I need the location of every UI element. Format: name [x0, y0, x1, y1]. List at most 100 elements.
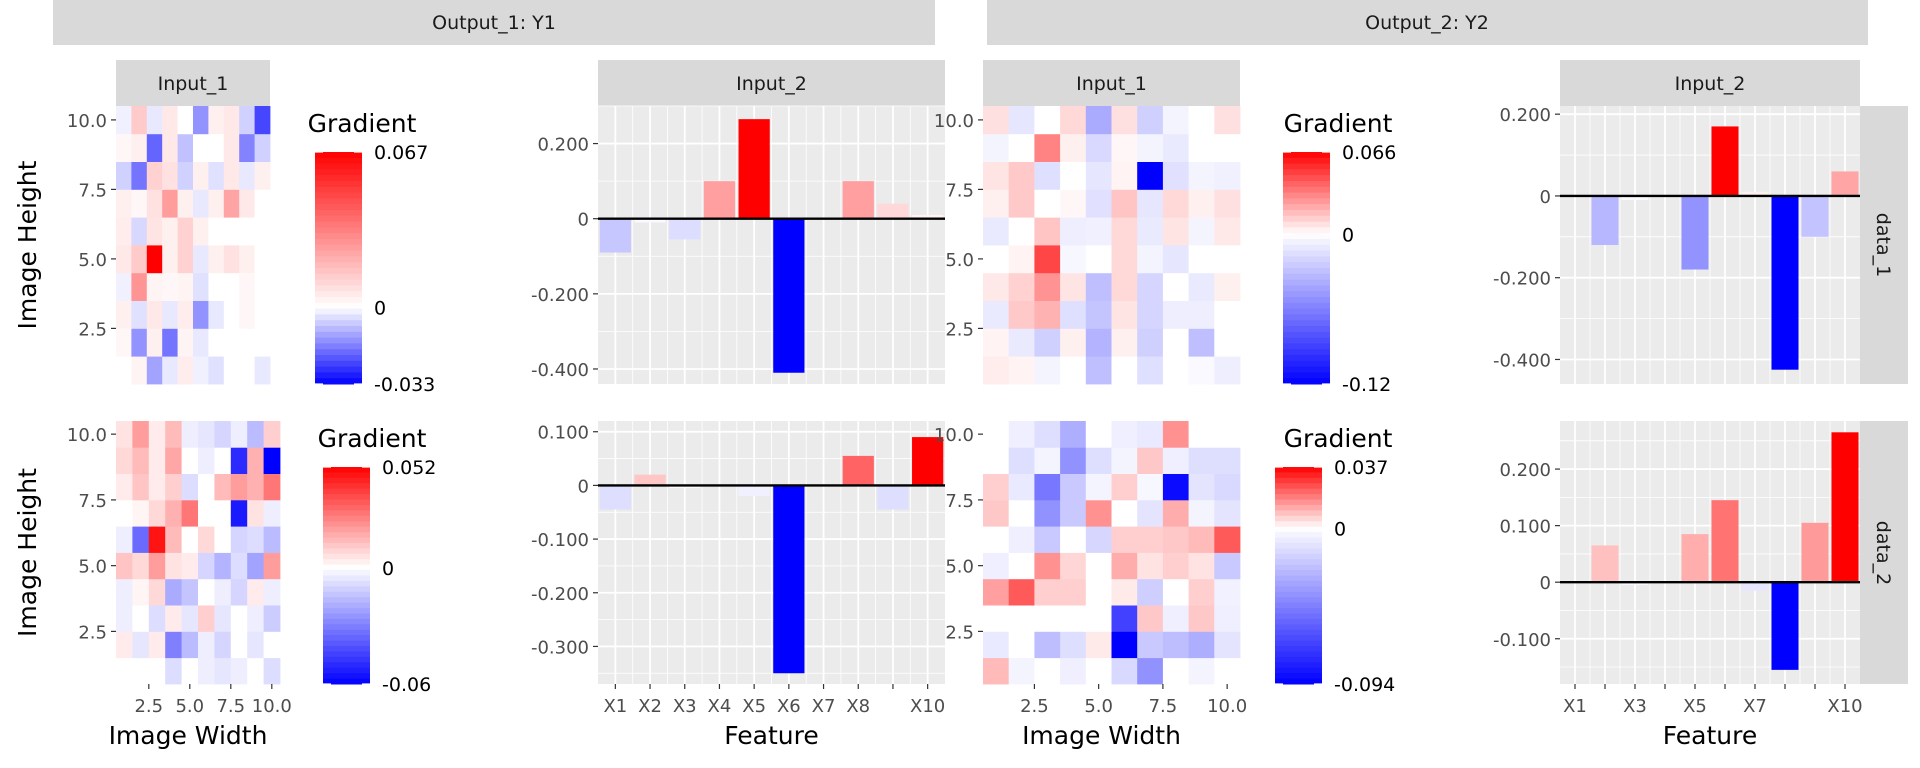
heatmap-cell — [223, 300, 240, 329]
heatmap-cell — [148, 499, 166, 527]
heatmap-cell — [239, 245, 255, 274]
heatmap-cell — [223, 217, 240, 246]
y-tick-label: -0.100 — [531, 530, 589, 551]
heatmap-cell — [1162, 328, 1189, 357]
heatmap-cell — [230, 473, 248, 501]
legend-colorbar-step — [1283, 169, 1330, 176]
heatmap-cell — [177, 245, 194, 274]
legend-colorbar-step — [323, 510, 370, 517]
legend-mid-label: 0 — [1334, 518, 1346, 540]
heatmap-cell — [165, 657, 182, 685]
legend-colorbar-step — [315, 244, 362, 252]
legend-colorbar-step — [1275, 526, 1322, 533]
heatmap-cell — [1034, 473, 1061, 501]
legend-colorbar-step — [1275, 602, 1322, 609]
heatmap-cell — [1188, 526, 1215, 553]
bar-x10 — [912, 214, 944, 219]
heatmap-cell — [1188, 356, 1215, 385]
heatmap-cell — [198, 631, 215, 659]
legend-colorbar-step — [315, 262, 362, 269]
heatmap-cell — [1137, 356, 1164, 385]
heatmap-cell — [1008, 161, 1035, 190]
heatmap-cell — [247, 526, 264, 553]
legend-colorbar-step — [315, 250, 362, 257]
legend-colorbar-step — [1275, 499, 1322, 506]
heatmap-cell — [1214, 106, 1241, 135]
heatmap-cell — [214, 552, 232, 580]
y-tick-label: 0.100 — [537, 423, 589, 444]
y-tick-label: -0.300 — [531, 637, 589, 658]
heatmap-cell — [181, 421, 199, 448]
heatmap-cell — [1034, 300, 1061, 329]
heatmap-cell — [116, 189, 132, 218]
legend-colorbar-step — [323, 553, 370, 560]
heatmap-cell — [177, 300, 194, 329]
bar-x6 — [1711, 126, 1739, 196]
legend-colorbar-step — [1275, 635, 1322, 642]
legend-colorbar-step — [323, 559, 370, 566]
legend-colorbar-step — [323, 635, 370, 642]
legend-colorbar-step — [1283, 215, 1330, 223]
bar-panel-1: Input_2 0.200 0 -0.200 -0.400 — [531, 60, 945, 384]
heatmap-cell — [1162, 245, 1189, 274]
heatmap-cell — [208, 133, 225, 162]
legend-colorbar-step — [315, 233, 362, 240]
legend-colorbar-step — [323, 678, 370, 685]
heatmap-cell — [1085, 473, 1112, 501]
y-tick-label: 0 — [578, 210, 589, 231]
heatmap-cell — [1214, 526, 1241, 553]
heatmap-cell — [131, 217, 148, 246]
legend-colorbar-step — [1275, 532, 1322, 539]
bar-x1 — [599, 218, 631, 253]
bar-x3 — [669, 485, 701, 489]
heatmap-cell — [254, 106, 271, 135]
legend-colorbar-step — [1283, 291, 1330, 298]
heatmap-cell — [131, 133, 148, 162]
heatmap-cell — [1162, 447, 1189, 474]
heatmap-cell — [208, 106, 225, 135]
heatmap-cell — [1188, 578, 1215, 606]
heatmap-cell — [132, 631, 150, 659]
legend-colorbar-step — [323, 564, 370, 571]
heatmap-cell — [193, 300, 209, 329]
heatmap-cell — [1214, 657, 1241, 685]
heatmap-cell — [1060, 328, 1087, 357]
legend-colorbar-step — [323, 646, 370, 652]
heatmap-cell — [983, 161, 1010, 190]
legend-colorbar-step — [323, 542, 370, 549]
legend-colorbar-step — [1283, 244, 1330, 252]
heatmap-cell — [132, 657, 150, 685]
heatmap-cell — [1008, 300, 1035, 329]
heatmap-cell — [165, 473, 182, 501]
heatmap-cell — [1008, 657, 1035, 685]
legend-colorbar-step — [323, 618, 370, 625]
legend-colorbar-step — [1275, 467, 1322, 473]
heatmap-cell — [230, 631, 248, 659]
heatmap-cell — [1085, 189, 1112, 218]
heatmap-cell — [247, 421, 264, 448]
legend-colorbar-step — [315, 268, 362, 275]
heatmap-cell — [162, 217, 178, 246]
heatmap-cell — [239, 272, 255, 301]
legend-colorbar-step — [323, 472, 370, 479]
heatmap-cell — [1111, 552, 1138, 580]
legend-colorbar-step — [315, 181, 362, 188]
heatmap-cell — [116, 328, 132, 357]
heatmap-cell — [1060, 447, 1087, 474]
heatmap-cell — [1111, 106, 1138, 135]
heatmap-cell — [239, 217, 255, 246]
heatmap-cell — [116, 499, 133, 527]
heatmap-cell — [1060, 421, 1087, 448]
legend-colorbar-step — [323, 629, 370, 636]
heatmap-cell — [1162, 161, 1189, 190]
legend-colorbar-step — [1275, 548, 1322, 555]
heatmap-cell — [983, 447, 1010, 474]
legend-colorbar-step — [315, 175, 362, 182]
heatmap-cell — [1085, 272, 1112, 301]
heatmap-cell — [116, 473, 133, 501]
legend-colorbar-step — [1283, 279, 1330, 286]
y-tick-label: 2.5 — [945, 319, 974, 340]
heatmap-cell — [1137, 272, 1164, 301]
input-1-strip-label: Input_1 — [158, 73, 229, 95]
heatmap-cell — [1188, 300, 1215, 329]
